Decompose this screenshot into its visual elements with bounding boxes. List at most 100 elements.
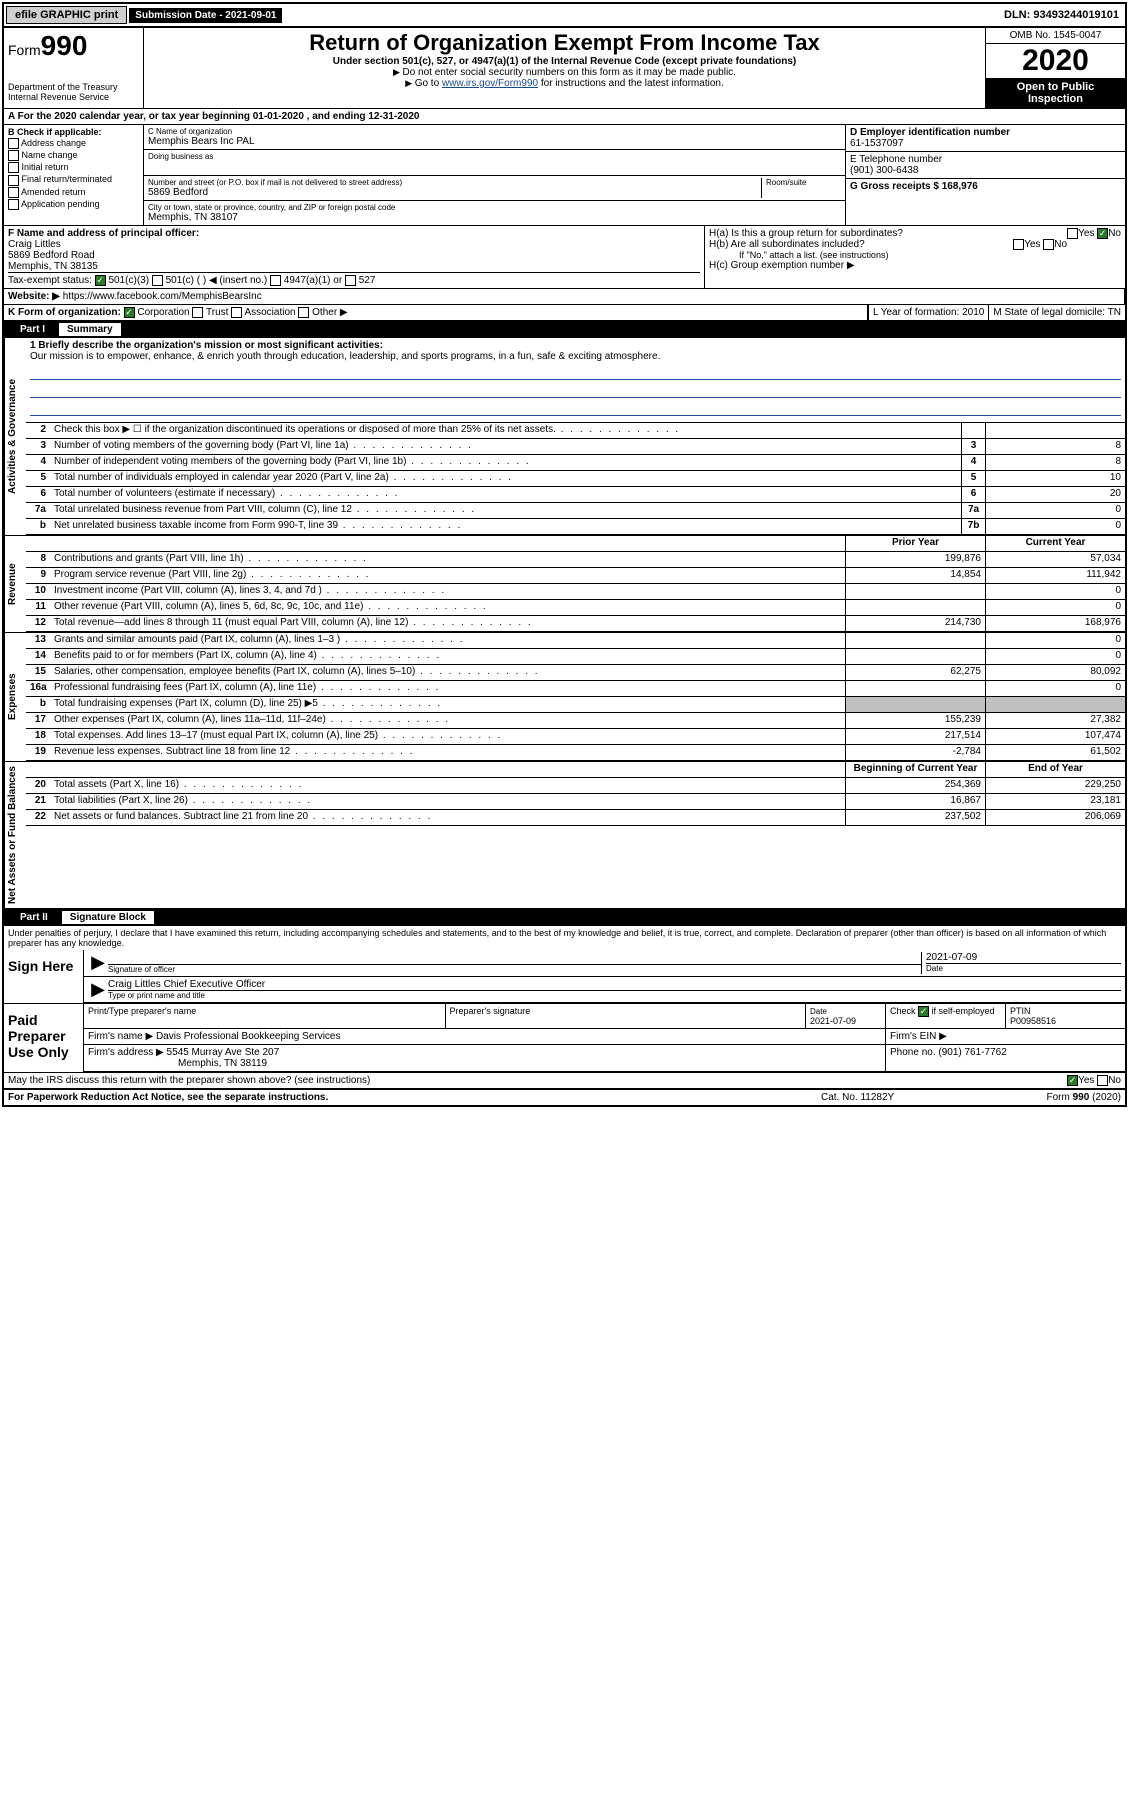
irs-link[interactable]: www.irs.gov/Form990 xyxy=(442,78,538,89)
officer-label: F Name and address of principal officer: xyxy=(8,228,700,239)
paperwork-notice: For Paperwork Reduction Act Notice, see … xyxy=(8,1092,821,1103)
sig-officer-label: Signature of officer xyxy=(108,964,921,974)
501c-checkbox[interactable] xyxy=(152,275,163,286)
name-change-checkbox[interactable] xyxy=(8,150,19,161)
efile-print-button[interactable]: efile GRAPHIC print xyxy=(6,6,127,24)
city-label: City or town, state or province, country… xyxy=(148,203,841,212)
summary-line: bTotal fundraising expenses (Part IX, co… xyxy=(26,697,1125,713)
sig-arrow-icon: ▶ xyxy=(88,952,108,974)
firm-name: Davis Professional Bookkeeping Services xyxy=(156,1031,341,1042)
assoc-checkbox[interactable] xyxy=(231,307,242,318)
sig-date-value: 2021-07-09 xyxy=(926,952,1121,963)
summary-line: bNet unrelated business taxable income f… xyxy=(26,519,1125,535)
summary-line: 12Total revenue—add lines 8 through 11 (… xyxy=(26,616,1125,632)
penalties-text: Under penalties of perjury, I declare th… xyxy=(4,926,1125,950)
officer-name: Craig Littles xyxy=(8,239,700,250)
prep-date: 2021-07-09 xyxy=(810,1016,856,1026)
form-header: Form990 Department of the Treasury Inter… xyxy=(4,28,1125,109)
paid-preparer-label: Paid Preparer Use Only xyxy=(4,1004,84,1072)
summary-line: 18Total expenses. Add lines 13–17 (must … xyxy=(26,729,1125,745)
org-name-label: C Name of organization xyxy=(148,127,841,136)
summary-line: 16aProfessional fundraising fees (Part I… xyxy=(26,681,1125,697)
527-checkbox[interactable] xyxy=(345,275,356,286)
mission-text: Our mission is to empower, enhance, & en… xyxy=(30,351,1121,362)
discuss-yes-checkbox[interactable]: ✓ xyxy=(1067,1075,1078,1086)
ha-yes-checkbox[interactable] xyxy=(1067,228,1078,239)
application-pending-checkbox[interactable] xyxy=(8,199,19,210)
entity-info-grid: B Check if applicable: Address change Na… xyxy=(4,125,1125,226)
hb-no-checkbox[interactable] xyxy=(1043,239,1054,250)
form-number: Form990 xyxy=(8,30,139,62)
col-b-checkboxes: B Check if applicable: Address change Na… xyxy=(4,125,144,225)
form-org-label: K Form of organization: xyxy=(8,307,121,318)
final-return-checkbox[interactable] xyxy=(8,175,19,186)
sig-date-label: Date xyxy=(926,963,1121,973)
end-year-header: End of Year xyxy=(985,762,1125,777)
summary-line: 5Total number of individuals employed in… xyxy=(26,471,1125,487)
firm-addr2: Memphis, TN 38119 xyxy=(88,1058,267,1069)
other-checkbox[interactable] xyxy=(298,307,309,318)
summary-line: 19Revenue less expenses. Subtract line 1… xyxy=(26,745,1125,761)
summary-line: 4Number of independent voting members of… xyxy=(26,455,1125,471)
city-value: Memphis, TN 38107 xyxy=(148,212,841,223)
mission-block: 1 Briefly describe the organization's mi… xyxy=(26,338,1125,423)
sign-here-label: Sign Here xyxy=(4,950,84,1003)
summary-line: 8Contributions and grants (Part VIII, li… xyxy=(26,552,1125,568)
top-toolbar: efile GRAPHIC print Submission Date - 20… xyxy=(4,4,1125,28)
prep-name-label: Print/Type preparer's name xyxy=(84,1004,445,1029)
summary-line: 15Salaries, other compensation, employee… xyxy=(26,665,1125,681)
officer-addr1: 5869 Bedford Road xyxy=(8,250,700,261)
summary-line: 14Benefits paid to or for members (Part … xyxy=(26,649,1125,665)
summary-line: 20Total assets (Part X, line 16)254,3692… xyxy=(26,778,1125,794)
phone-label: E Telephone number xyxy=(850,154,942,165)
paid-preparer-block: Paid Preparer Use Only Print/Type prepar… xyxy=(4,1004,1125,1073)
address-change-checkbox[interactable] xyxy=(8,138,19,149)
summary-line: 21Total liabilities (Part X, line 26)16,… xyxy=(26,794,1125,810)
form-990-page: efile GRAPHIC print Submission Date - 20… xyxy=(2,2,1127,1107)
part-ii-header: Part II Signature Block xyxy=(4,909,1125,926)
row-a-tax-year: A For the 2020 calendar year, or tax yea… xyxy=(4,109,1125,125)
self-employed-checkbox[interactable]: ✓ xyxy=(918,1006,929,1017)
dln-label: DLN: 93493244019101 xyxy=(998,7,1125,23)
activities-governance-section: Activities & Governance 1 Briefly descri… xyxy=(4,338,1125,536)
discuss-no-checkbox[interactable] xyxy=(1097,1075,1108,1086)
hb-yes-checkbox[interactable] xyxy=(1013,239,1024,250)
summary-line: 3Number of voting members of the governi… xyxy=(26,439,1125,455)
tax-status-label: Tax-exempt status: xyxy=(8,275,92,286)
sig-arrow-icon-2: ▶ xyxy=(88,979,108,1000)
hc-label: H(c) Group exemption number ▶ xyxy=(709,260,1121,271)
officer-name-title: Craig Littles Chief Executive Officer xyxy=(108,979,1121,990)
discuss-row: May the IRS discuss this return with the… xyxy=(4,1073,1125,1090)
row-k: K Form of organization: ✓ Corporation Tr… xyxy=(4,305,1125,321)
omb-number: OMB No. 1545-0047 xyxy=(986,28,1125,44)
activities-tab: Activities & Governance xyxy=(4,338,26,535)
ha-no-checkbox[interactable]: ✓ xyxy=(1097,228,1108,239)
tax-year: 2020 xyxy=(986,44,1125,78)
self-employed-check: Check ✓ if self-employed xyxy=(885,1004,1005,1029)
officer-addr2: Memphis, TN 38135 xyxy=(8,261,700,272)
address-label: Number and street (or P.O. box if mail i… xyxy=(148,178,761,187)
row-j: Website: ▶ https://www.facebook.com/Memp… xyxy=(4,289,1125,305)
beginning-year-header: Beginning of Current Year xyxy=(845,762,985,777)
summary-line: 7aTotal unrelated business revenue from … xyxy=(26,503,1125,519)
expenses-section: Expenses 13Grants and similar amounts pa… xyxy=(4,633,1125,762)
dba-label: Doing business as xyxy=(148,152,841,161)
4947-checkbox[interactable] xyxy=(270,275,281,286)
firm-addr1: 5545 Murray Ave Ste 207 xyxy=(167,1047,280,1058)
dept-label: Department of the Treasury Internal Reve… xyxy=(8,82,139,102)
501c3-checkbox[interactable]: ✓ xyxy=(95,275,106,286)
revenue-section: Revenue Prior Year Current Year 8Contrib… xyxy=(4,536,1125,633)
summary-line: 10Investment income (Part VIII, column (… xyxy=(26,584,1125,600)
form-page-label: Form 990 (2020) xyxy=(971,1092,1121,1103)
corp-checkbox[interactable]: ✓ xyxy=(124,307,135,318)
initial-return-checkbox[interactable] xyxy=(8,162,19,173)
trust-checkbox[interactable] xyxy=(192,307,203,318)
summary-line: 11Other revenue (Part VIII, column (A), … xyxy=(26,600,1125,616)
amended-return-checkbox[interactable] xyxy=(8,187,19,198)
room-suite-label: Room/suite xyxy=(766,178,841,187)
instructions-link-row: Go to www.irs.gov/Form990 for instructio… xyxy=(146,78,983,89)
part-i-header: Part I Summary xyxy=(4,321,1125,338)
ssn-note: Do not enter social security numbers on … xyxy=(146,67,983,78)
gross-receipts: G Gross receipts $ 168,976 xyxy=(850,181,978,192)
form-subtitle: Under section 501(c), 527, or 4947(a)(1)… xyxy=(146,56,983,67)
